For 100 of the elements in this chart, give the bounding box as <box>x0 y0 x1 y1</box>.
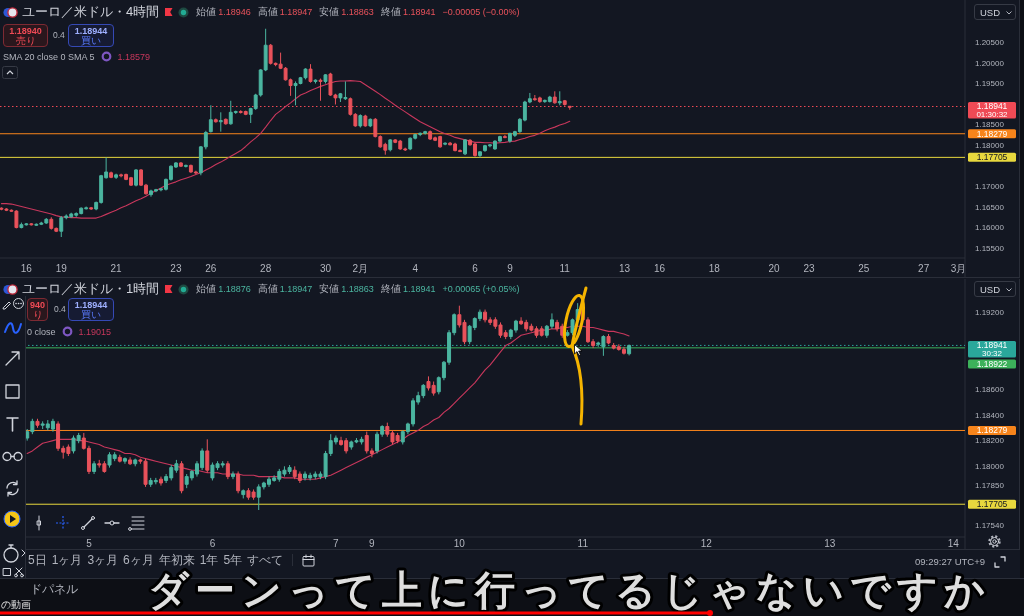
x-tick-label: 21 <box>110 262 123 274</box>
x-tick-label: 9 <box>369 537 376 549</box>
candlestick <box>368 117 373 128</box>
y-tick-label: 1.18200 <box>975 436 1005 446</box>
annotation: 1.18944 <box>74 299 108 310</box>
candlestick <box>358 113 363 129</box>
candlestick <box>134 168 138 187</box>
candlestick <box>133 458 138 467</box>
candlestick <box>114 173 119 180</box>
candlestick <box>363 114 368 128</box>
annotation: 終値 <box>380 5 401 19</box>
annotation: 売り <box>15 34 36 46</box>
annotation: 1.18863 <box>341 7 374 17</box>
candlestick <box>478 150 482 159</box>
annotation: 安値 <box>319 282 340 296</box>
candlestick <box>34 222 39 227</box>
x-tick-label: 2月 <box>352 262 369 274</box>
ref-line-label: 1.17705 <box>976 499 1008 510</box>
annotation: 1.19015 <box>78 326 112 337</box>
annotation: 1.18944 <box>74 25 108 36</box>
x-tick-label: 26 <box>205 262 217 274</box>
candlestick <box>557 90 562 106</box>
x-tick-label: 7 <box>333 537 340 549</box>
text: 3ヶ月 <box>87 551 119 569</box>
y-tick-label: 1.18600 <box>975 385 1005 395</box>
x-tick-label: 28 <box>260 262 272 274</box>
annotation: −0.00005 (−0.00%) <box>442 7 520 17</box>
candlestick <box>49 216 54 231</box>
line-series <box>0 80 571 219</box>
annotation: +0.00065 (+0.05%) <box>442 284 520 294</box>
candlestick <box>483 309 488 323</box>
annotation: 1.18579 <box>117 51 151 62</box>
candlestick <box>552 90 557 105</box>
y-tick-label: 1.17540 <box>975 521 1005 531</box>
x-tick-label: 9 <box>507 262 514 274</box>
candlestick <box>213 117 218 124</box>
text: すべて <box>247 551 284 569</box>
ref-line-label: 1.18941 <box>976 340 1008 351</box>
chart-title: ユーロ／米ドル・4時間 <box>22 3 160 21</box>
x-tick-label: 6 <box>472 262 479 274</box>
candlestick <box>29 222 34 226</box>
candlestick <box>303 470 308 481</box>
x-tick-label: 23 <box>803 262 816 274</box>
text: 6ヶ月 <box>123 551 154 569</box>
candlestick <box>218 111 223 133</box>
candlestick <box>570 318 575 336</box>
x-tick-label: 3月 <box>950 262 967 274</box>
candlestick <box>122 456 127 465</box>
x-tick-label: 6 <box>209 537 216 549</box>
chart-title: ユーロ／米ドル・1時間 <box>22 280 160 298</box>
candlestick <box>19 222 24 229</box>
text: USD <box>980 284 1001 295</box>
x-tick-label: 27 <box>918 262 930 274</box>
candlestick <box>463 138 467 156</box>
ref-line-label: 1.18941 <box>976 101 1008 112</box>
candlestick <box>323 73 328 84</box>
candlestick <box>109 171 114 179</box>
candlestick <box>178 161 183 168</box>
text: 5年 <box>223 551 243 569</box>
text: の動画 <box>1 598 31 612</box>
annotation: り <box>32 308 43 320</box>
x-tick-label: 16 <box>653 262 666 274</box>
y-tick-label: 1.19200 <box>975 307 1005 317</box>
text: ドパネル <box>30 581 78 598</box>
x-tick-label: 16 <box>20 262 33 274</box>
candlestick <box>158 476 163 487</box>
annotation: 高値 <box>257 5 278 19</box>
x-tick-label: 19 <box>55 262 68 274</box>
y-tick-label: 1.16000 <box>975 223 1005 233</box>
y-tick-label: 1.20000 <box>975 58 1005 68</box>
candlestick <box>627 344 632 356</box>
annotation: 1.18947 <box>279 284 313 294</box>
annotation: 1.18876 <box>218 284 251 294</box>
x-tick-label: 13 <box>619 262 631 274</box>
annotation: 1.18940 <box>9 25 42 36</box>
annotation: 高値 <box>257 282 278 296</box>
annotation: 買い <box>81 308 101 320</box>
candlestick <box>297 470 302 484</box>
candlestick <box>119 173 124 178</box>
text: 01:30:32 <box>976 110 1009 120</box>
annotation: 始値 <box>196 282 217 296</box>
candlestick <box>223 117 228 126</box>
candlestick <box>313 78 318 84</box>
text: 1年 <box>199 551 219 569</box>
y-tick-label: 1.19500 <box>975 79 1005 89</box>
x-tick-label: 5 <box>86 537 93 549</box>
candlestick <box>308 63 313 84</box>
x-tick-label: 13 <box>824 537 836 549</box>
x-tick-label: 23 <box>170 262 182 274</box>
text: 年初来 <box>158 551 195 569</box>
candlestick <box>205 438 210 474</box>
y-tick-label: 1.17850 <box>975 481 1005 491</box>
candlestick <box>537 96 542 104</box>
annotation: 1.18947 <box>279 7 313 17</box>
y-tick-label: 1.18000 <box>975 141 1005 151</box>
annotation: 終値 <box>380 282 401 296</box>
y-tick-label: 1.18000 <box>975 462 1005 472</box>
candlestick <box>388 138 393 152</box>
text: 5日 <box>28 551 47 569</box>
annotation: 0.4 <box>54 304 66 314</box>
